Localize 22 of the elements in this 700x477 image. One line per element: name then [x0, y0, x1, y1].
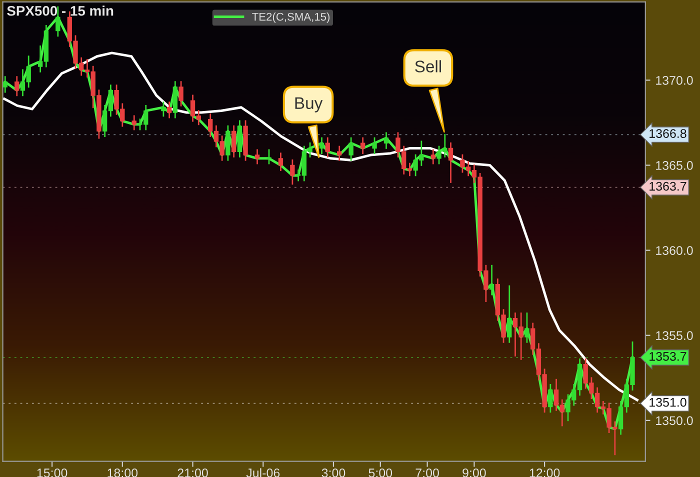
y-tick-label: 1365.0 [656, 161, 693, 170]
ref-line-label: 1353.7 [650, 352, 686, 361]
y-tick-label: 1360.0 [656, 246, 693, 255]
y-tick-label: 1370.0 [656, 76, 693, 85]
annotation: Sell [415, 60, 441, 72]
x-tick-label: 5:00 [368, 468, 392, 477]
y-tick-label: 1350.0 [656, 416, 693, 426]
legend-label: TE2(C,SMA,15) [252, 12, 330, 23]
x-tick-label: 7:00 [416, 468, 439, 477]
x-tick-label: 15:00 [37, 468, 68, 477]
ref-line-label: 1363.7 [650, 182, 686, 191]
chart-title: SPX500 - 15 min [7, 6, 114, 16]
x-tick-label: 12:00 [530, 468, 560, 477]
annotation: Buy [295, 97, 323, 112]
ref-line-label: 1351.0 [650, 398, 686, 407]
x-tick-label: 3:00 [322, 468, 346, 477]
x-tick-label: 21:00 [178, 468, 208, 477]
y-tick-label: 1355.0 [656, 331, 693, 340]
ref-line-label: 1366.8 [650, 129, 686, 138]
x-tick-label: 9:00 [462, 468, 486, 477]
x-tick-label: Jul-06 [246, 468, 280, 477]
x-tick-label: 18:00 [108, 468, 138, 477]
